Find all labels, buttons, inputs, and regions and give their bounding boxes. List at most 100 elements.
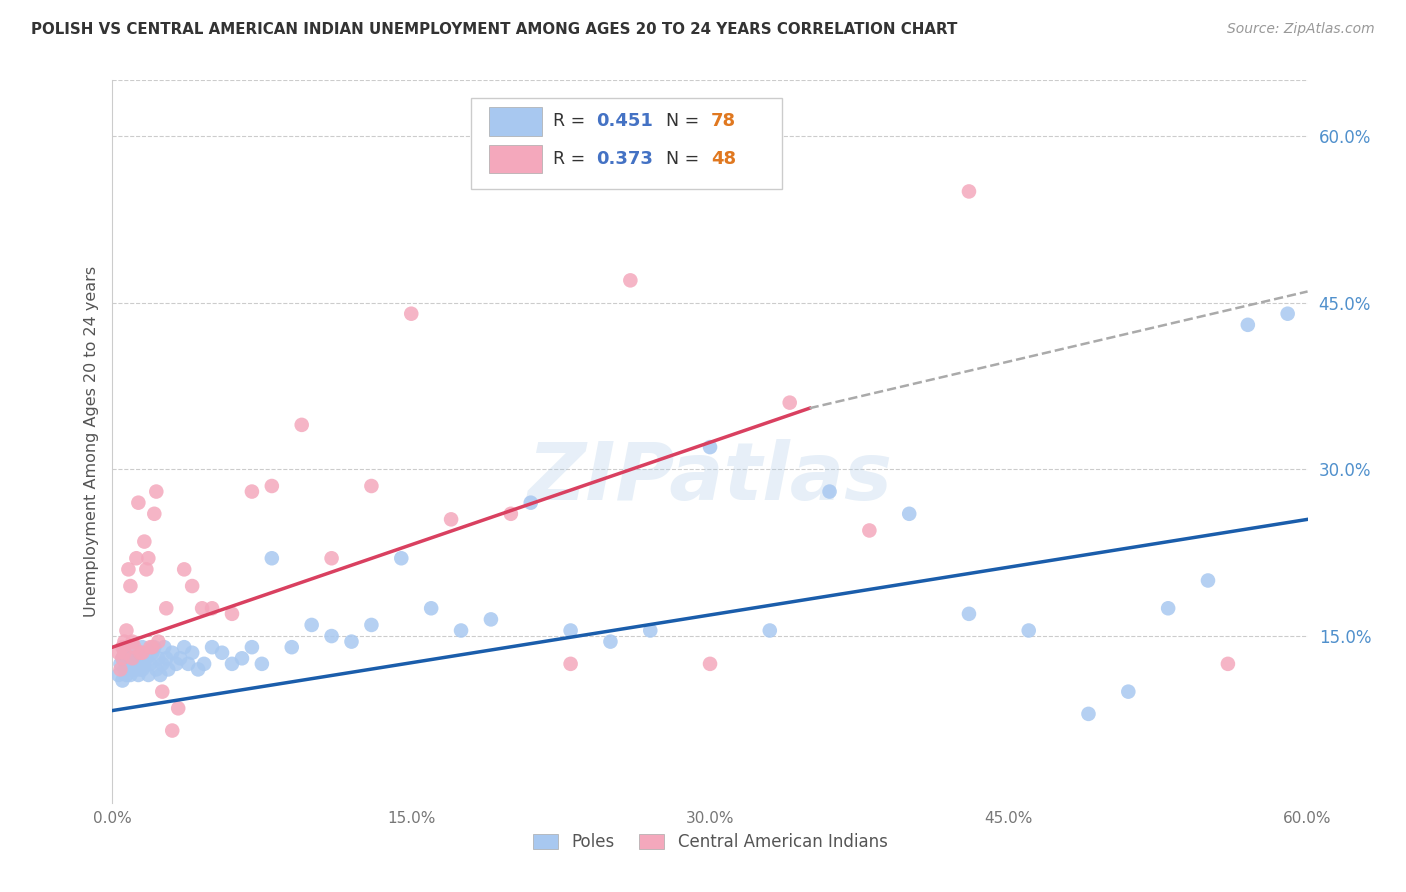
Point [1018, 624, 1040, 638]
Point [114, 646, 135, 660]
Point [162, 723, 183, 738]
Point [201, 601, 224, 615]
Point [150, 657, 173, 671]
Point [162, 646, 183, 660]
Point [131, 662, 153, 676]
Point [360, 618, 382, 632]
Point [110, 662, 132, 676]
Point [221, 607, 243, 621]
Point [134, 534, 156, 549]
Point [389, 551, 412, 566]
Point [129, 646, 152, 660]
Point [560, 657, 582, 671]
Point [240, 640, 263, 655]
Point [619, 273, 641, 287]
Point [145, 484, 167, 499]
Point [201, 640, 224, 655]
Point [148, 651, 170, 665]
Point [153, 640, 176, 655]
Text: Source: ZipAtlas.com: Source: ZipAtlas.com [1227, 22, 1375, 37]
Point [221, 657, 243, 671]
Point [139, 640, 162, 655]
Point [135, 562, 157, 576]
Point [124, 657, 146, 671]
Point [127, 496, 149, 510]
Point [155, 651, 177, 665]
Point [898, 507, 921, 521]
Point [1118, 684, 1140, 698]
Point [120, 579, 142, 593]
Point [1157, 601, 1180, 615]
Point [818, 484, 841, 499]
Point [155, 601, 177, 615]
Point [143, 640, 166, 655]
Point [138, 668, 160, 682]
Point [440, 512, 463, 526]
Text: 0.451: 0.451 [596, 112, 654, 130]
Point [117, 651, 139, 665]
FancyBboxPatch shape [471, 98, 782, 189]
Text: R =: R = [554, 150, 586, 168]
Point [129, 651, 152, 665]
Point [114, 646, 135, 660]
Point [125, 551, 148, 566]
Point [139, 657, 162, 671]
Point [340, 634, 363, 648]
Point [107, 646, 129, 660]
Text: N =: N = [666, 112, 699, 130]
Point [560, 624, 582, 638]
Point [141, 640, 163, 655]
Point [121, 634, 143, 648]
Point [858, 524, 880, 538]
Point [114, 662, 135, 676]
Point [1277, 307, 1299, 321]
Point [149, 668, 172, 682]
FancyBboxPatch shape [489, 107, 541, 136]
Point [177, 657, 200, 671]
Point [107, 668, 129, 682]
Point [143, 507, 166, 521]
Text: R =: R = [554, 112, 586, 130]
Point [281, 640, 304, 655]
FancyBboxPatch shape [489, 145, 541, 173]
Point [110, 657, 132, 671]
Point [191, 601, 214, 615]
Point [499, 507, 522, 521]
Point [169, 651, 191, 665]
Point [124, 640, 146, 655]
Legend: Poles, Central American Indians: Poles, Central American Indians [526, 827, 894, 858]
Point [115, 657, 138, 671]
Point [121, 640, 143, 655]
Y-axis label: Unemployment Among Ages 20 to 24 years: Unemployment Among Ages 20 to 24 years [83, 266, 98, 617]
Point [1237, 318, 1260, 332]
Point [111, 651, 134, 665]
Point [181, 579, 204, 593]
Point [121, 651, 143, 665]
Point [157, 662, 180, 676]
Point [121, 651, 143, 665]
Point [165, 657, 187, 671]
Text: N =: N = [666, 150, 699, 168]
Point [125, 651, 148, 665]
Point [127, 668, 149, 682]
Point [450, 624, 472, 638]
Point [420, 601, 443, 615]
Point [129, 662, 152, 676]
Point [173, 562, 195, 576]
Point [115, 668, 138, 682]
Point [360, 479, 382, 493]
Point [193, 657, 215, 671]
Point [121, 662, 143, 676]
Text: 48: 48 [711, 150, 737, 168]
Point [114, 634, 135, 648]
Point [640, 624, 662, 638]
Point [150, 684, 173, 698]
Point [250, 657, 273, 671]
Point [127, 657, 149, 671]
Point [125, 662, 148, 676]
Point [120, 657, 142, 671]
Point [181, 646, 204, 660]
Point [1216, 657, 1239, 671]
Point [759, 624, 782, 638]
Text: POLISH VS CENTRAL AMERICAN INDIAN UNEMPLOYMENT AMONG AGES 20 TO 24 YEARS CORRELA: POLISH VS CENTRAL AMERICAN INDIAN UNEMPL… [31, 22, 957, 37]
